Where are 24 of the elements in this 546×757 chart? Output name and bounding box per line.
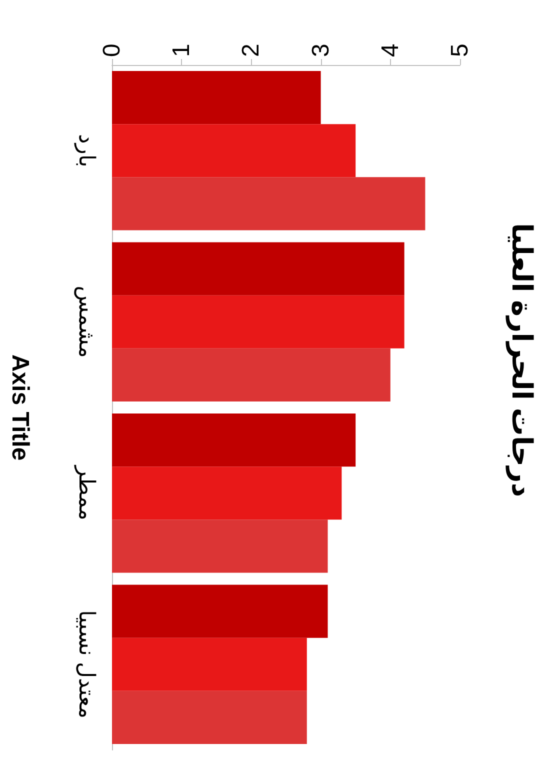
x-tick-label: 1 (168, 44, 196, 57)
bar (112, 638, 307, 691)
text: درجات الحرارة العليا (506, 222, 538, 498)
bar (112, 295, 404, 348)
y-tick-label: مشمس (74, 286, 100, 358)
x-tick-label: 0 (98, 44, 126, 57)
x-tick-label: 4 (376, 44, 404, 57)
y-axis-title: Axis Title (6, 354, 34, 461)
y-tick-label: بارد (74, 134, 100, 168)
bar (112, 520, 328, 573)
bar (112, 348, 390, 402)
y-tick-label: ممطر (74, 464, 100, 520)
bar (112, 70, 321, 124)
bar (112, 242, 404, 296)
bar (112, 584, 328, 638)
x-tick-label: 2 (238, 44, 265, 57)
bar (112, 413, 356, 467)
bar (112, 124, 356, 178)
y-tick-label: معتدل نسبيا (74, 610, 100, 719)
bar (112, 690, 307, 744)
bar (112, 177, 426, 230)
x-tick-label: 3 (307, 44, 334, 57)
x-tick-label: 5 (446, 44, 474, 57)
bar (112, 466, 342, 520)
